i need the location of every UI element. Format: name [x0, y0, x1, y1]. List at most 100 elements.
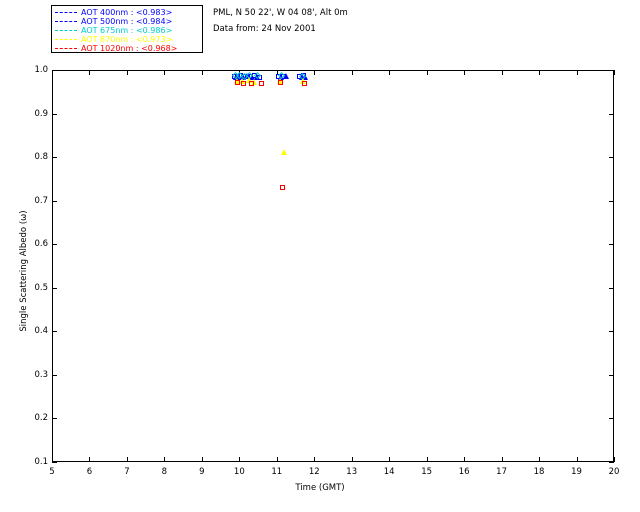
legend-line-icon	[55, 21, 77, 22]
plot-area	[52, 70, 614, 462]
y-tick	[609, 244, 614, 246]
y-tick	[609, 113, 614, 115]
y-tick-label: 0.5	[34, 282, 48, 293]
data-point	[258, 81, 264, 87]
x-tick-label: 9	[199, 467, 205, 477]
x-tick	[52, 457, 53, 462]
y-tick-label: 0.2	[34, 413, 48, 424]
x-tick	[614, 457, 615, 462]
legend-line-icon	[55, 48, 77, 49]
data-point	[236, 73, 243, 80]
legend-item: AOT 870nm : <0.973>	[55, 35, 200, 44]
x-tick	[426, 457, 428, 462]
y-tick	[609, 418, 614, 420]
x-tick-label: 8	[161, 467, 168, 477]
y-tick	[609, 287, 614, 289]
x-tick-label: 12	[308, 467, 320, 477]
x-tick	[126, 457, 128, 462]
x-tick-label: 20	[608, 467, 620, 477]
legend-item-label: AOT 500nm : <0.984>	[81, 17, 173, 26]
header-site-info: PML, N 50 22', W 04 08', Alt 0m	[213, 8, 348, 18]
data-point	[249, 80, 255, 86]
y-tick-label: 0.8	[34, 152, 48, 163]
data-point	[240, 73, 247, 80]
y-tick	[609, 462, 614, 463]
data-point	[253, 73, 260, 80]
y-tick	[609, 157, 614, 159]
y-tick	[609, 200, 614, 202]
data-point	[248, 74, 255, 81]
x-tick-label: 15	[421, 467, 433, 477]
y-tick	[609, 331, 614, 333]
x-tick	[164, 70, 166, 75]
legend-line-icon	[55, 12, 77, 13]
legend-item-label: AOT 400nm : <0.983>	[81, 8, 173, 17]
x-tick	[426, 70, 428, 75]
y-tick-label: 0.7	[34, 195, 48, 206]
x-tick-label: 13	[346, 467, 358, 477]
x-tick	[89, 457, 91, 462]
legend-item: AOT 400nm : <0.983>	[55, 8, 200, 17]
legend-item: AOT 500nm : <0.984>	[55, 17, 200, 26]
x-tick	[464, 70, 466, 75]
x-tick-label: 18	[533, 467, 545, 477]
y-tick	[52, 70, 57, 71]
data-point	[279, 185, 285, 191]
x-tick	[276, 457, 278, 462]
y-tick-label: 0.6	[34, 239, 48, 250]
x-tick-label: 5	[49, 467, 55, 477]
legend: AOT 400nm : <0.983> AOT 500nm : <0.984> AO…	[51, 5, 203, 53]
y-tick	[609, 374, 614, 376]
y-tick	[52, 331, 57, 333]
y-tick	[52, 374, 57, 376]
x-tick-label: 17	[496, 467, 508, 477]
data-point	[281, 148, 288, 155]
x-tick-label: 10	[233, 467, 245, 477]
legend-item: AOT 675nm : <0.986>	[55, 26, 200, 35]
y-tick-label: 0.9	[34, 108, 48, 119]
x-tick	[539, 457, 541, 462]
data-point	[245, 77, 252, 84]
header-date-info: Data from: 24 Nov 2001	[213, 24, 316, 34]
data-point	[277, 73, 284, 80]
x-tick	[201, 70, 203, 75]
x-tick	[164, 457, 166, 462]
data-point	[302, 73, 309, 80]
y-tick	[52, 462, 57, 463]
x-tick	[389, 457, 391, 462]
x-tick	[276, 70, 278, 75]
x-tick-label: 19	[571, 467, 582, 477]
x-tick	[576, 457, 578, 462]
data-point	[232, 74, 239, 81]
data-point	[298, 74, 305, 81]
x-tick-label: 16	[458, 467, 470, 477]
data-point	[243, 73, 250, 80]
data-point	[234, 80, 240, 86]
y-tick	[52, 200, 57, 202]
y-tick	[52, 418, 57, 420]
x-tick	[501, 457, 503, 462]
y-tick	[52, 244, 57, 246]
x-tick	[389, 70, 391, 75]
x-tick-label: 14	[383, 467, 395, 477]
x-tick	[239, 70, 241, 75]
y-tick	[52, 113, 57, 115]
data-point	[301, 80, 307, 86]
data-point	[282, 73, 289, 80]
x-tick	[314, 70, 316, 75]
legend-item-label: AOT 870nm : <0.973>	[81, 35, 173, 44]
x-tick-label: 11	[271, 467, 283, 477]
x-tick	[126, 70, 128, 75]
y-tick	[52, 287, 57, 289]
x-tick	[89, 70, 91, 75]
y-tick-label: 0.1	[34, 457, 48, 467]
x-tick	[201, 457, 203, 462]
x-tick	[351, 70, 353, 75]
y-tick	[52, 157, 57, 159]
x-tick	[314, 457, 316, 462]
data-point	[278, 80, 284, 86]
x-tick	[351, 457, 353, 462]
x-tick	[501, 70, 503, 75]
data-point	[240, 80, 246, 86]
